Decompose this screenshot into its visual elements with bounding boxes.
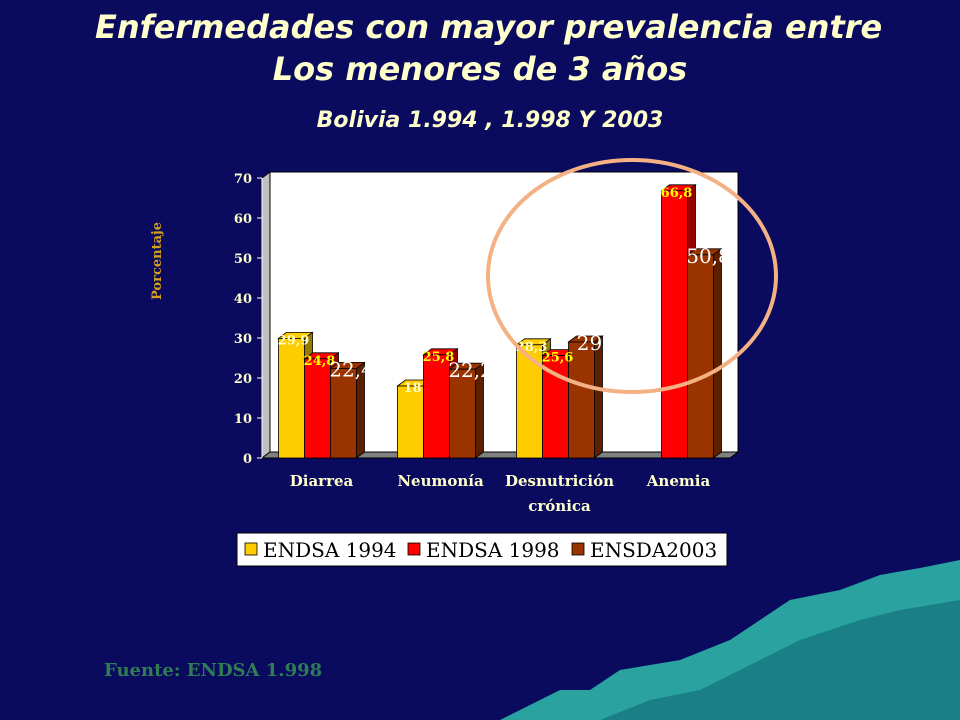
y-tick-label: 10 — [234, 412, 252, 427]
y-tick-label: 0 — [243, 452, 252, 467]
bar-front — [516, 344, 543, 459]
data-label: 25,6 — [542, 351, 574, 366]
data-label: 50,8 — [686, 244, 731, 268]
chart-title-line1: Enfermedades con mayor prevalencia entre — [95, 8, 883, 46]
bar-front — [304, 358, 331, 459]
data-label: 22,4 — [329, 357, 374, 381]
x-tick-label: Desnutrición — [505, 472, 614, 490]
x-tick-label: Neumonía — [397, 472, 484, 490]
x-tick-label: Anemia — [646, 472, 711, 490]
plot-side-wall — [261, 171, 271, 459]
bar — [448, 362, 485, 459]
bar — [686, 248, 723, 459]
data-label: 29,9 — [278, 333, 310, 348]
data-label: 29 — [577, 331, 602, 355]
data-label: 24,8 — [304, 354, 336, 369]
data-label: 22,2 — [448, 358, 493, 382]
y-tick-label: 60 — [234, 212, 252, 227]
bar-front — [449, 368, 476, 459]
bar-front — [330, 367, 357, 459]
bar-front — [687, 254, 714, 459]
y-tick-label: 50 — [234, 252, 252, 267]
legend-swatch — [407, 542, 421, 556]
y-tick-label: 20 — [234, 372, 252, 387]
bar-front — [661, 190, 688, 459]
legend-label: ENSDA2003 — [590, 538, 717, 562]
x-tick-label: Diarrea — [290, 472, 354, 490]
source-note: Fuente: ENDSA 1.998 — [104, 660, 323, 681]
legend-swatch — [244, 542, 258, 556]
y-tick-label: 70 — [234, 172, 252, 187]
data-label: 66,8 — [661, 186, 693, 201]
y-tick-label: 30 — [234, 332, 252, 347]
legend-swatch — [571, 542, 585, 556]
chart-title-line2: Los menores de 3 años — [272, 50, 688, 88]
data-label: 25,8 — [423, 350, 455, 365]
data-label: 18 — [403, 381, 421, 396]
highlight-ring — [486, 158, 778, 394]
bar-front — [568, 341, 595, 459]
bar-front — [278, 337, 305, 459]
bar-front — [423, 354, 450, 459]
chart-subtitle: Bolivia 1.994 , 1.998 Y 2003 — [316, 108, 664, 133]
bar-side — [713, 248, 722, 459]
bar-front — [397, 385, 424, 459]
decorative-mountain-shade — [600, 600, 960, 720]
y-tick-label: 40 — [234, 292, 252, 307]
legend-label: ENDSA 1994 — [263, 538, 397, 562]
bar — [329, 361, 366, 459]
x-tick-label: crónica — [528, 497, 591, 515]
legend-label: ENDSA 1998 — [426, 538, 560, 562]
bar — [567, 335, 604, 459]
legend-box — [236, 532, 728, 567]
